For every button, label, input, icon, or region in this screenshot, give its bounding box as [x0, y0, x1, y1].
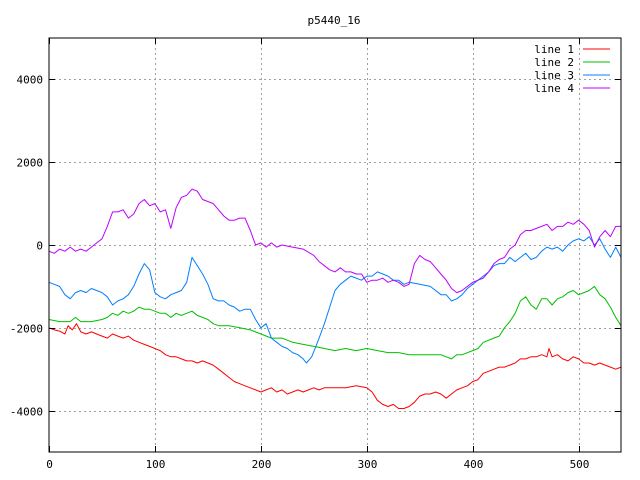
y-tick-label: -4000 — [10, 406, 43, 419]
legend-label-2: line 2 — [534, 56, 574, 69]
legend-label-1: line 1 — [534, 43, 574, 56]
y-tick-label: 0 — [36, 240, 43, 253]
x-tick-label: 300 — [358, 458, 378, 471]
x-tick-label: 400 — [464, 458, 484, 471]
chart-title: p5440_16 — [308, 14, 361, 27]
x-tick-label: 100 — [146, 458, 166, 471]
y-tick-label: 2000 — [17, 157, 44, 170]
axis-ticks: 0 100 200 300 400 500 -4000 -2000 0 2000 4000 — [10, 38, 621, 471]
y-tick-label: -2000 — [10, 323, 43, 336]
legend-label-4: line 4 — [534, 82, 574, 95]
series-line-3 — [48, 236, 622, 364]
series-line-4 — [48, 188, 621, 294]
series-line-1 — [48, 323, 622, 409]
x-tick-label: 500 — [570, 458, 590, 471]
legend-label-3: line 3 — [534, 69, 574, 82]
series-layer — [48, 188, 622, 409]
y-tick-label: 4000 — [17, 74, 44, 87]
x-tick-label: 0 — [46, 458, 53, 471]
grid — [49, 38, 621, 452]
x-tick-label: 200 — [252, 458, 272, 471]
series-line-2 — [48, 285, 622, 360]
